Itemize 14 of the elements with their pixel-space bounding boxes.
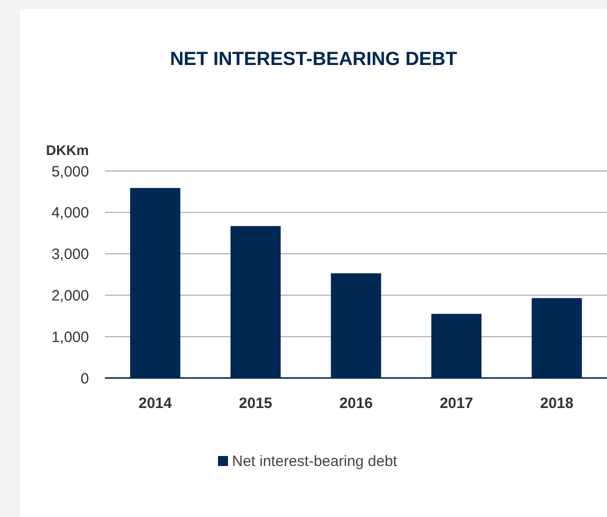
x-tick-label: 2018 (540, 395, 574, 412)
y-tick-label: 5,000 (51, 163, 89, 180)
y-tick-label: 3,000 (51, 246, 89, 264)
y-tick-label: 4,000 (51, 204, 89, 222)
x-tick-label: 2015 (238, 395, 272, 412)
y-axis-title: DKKm (46, 142, 89, 158)
y-tick-label: 0 (80, 370, 89, 388)
y-tick-label: 2,000 (51, 287, 89, 304)
chart-title: NET INTEREST-BEARING DEBT (170, 49, 458, 70)
x-tick-label: 2016 (339, 395, 373, 412)
x-tick-label: 2014 (138, 395, 173, 412)
y-tick-label: 1,000 (51, 328, 89, 346)
x-tick-label: 2017 (440, 395, 474, 412)
legend-label: Net interest-bearing debt (232, 453, 398, 470)
